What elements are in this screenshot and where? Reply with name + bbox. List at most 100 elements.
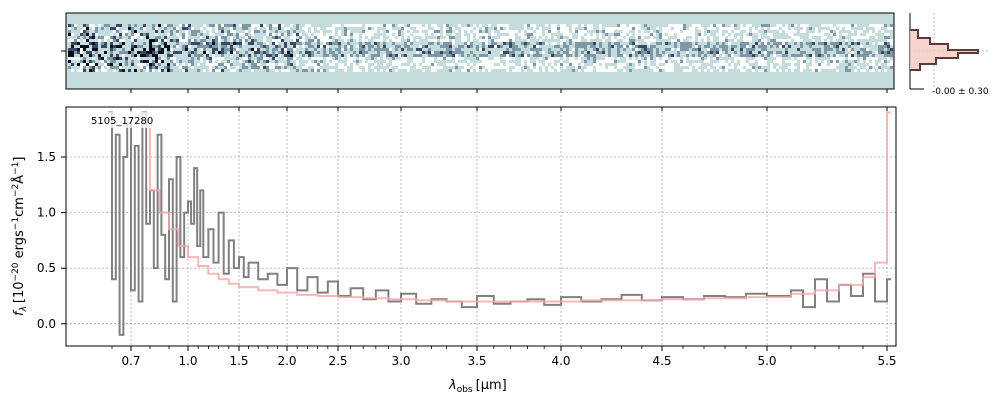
2d-spectrum-pixel [434,66,437,69]
2d-spectrum-pixel [185,69,188,72]
2d-spectrum-pixel [710,24,713,27]
2d-spectrum-pixel [272,36,275,39]
2d-spectrum-pixel [761,54,764,57]
2d-spectrum-pixel [338,45,341,48]
2d-spectrum-pixel [671,57,674,60]
2d-spectrum-pixel [653,66,656,69]
2d-spectrum-pixel [281,69,284,72]
2d-spectrum-pixel [137,45,140,48]
2d-spectrum-pixel [683,69,686,72]
2d-spectrum-pixel [665,66,668,69]
2d-spectrum-pixel [596,60,599,63]
2d-spectrum-pixel [314,36,317,39]
2d-spectrum-pixel [791,69,794,72]
2d-spectrum-pixel [95,69,98,72]
2d-spectrum-pixel [107,63,110,66]
2d-spectrum-pixel [506,30,509,33]
2d-spectrum-pixel [353,66,356,69]
2d-spectrum-pixel [659,60,662,63]
2d-spectrum-pixel [632,48,635,51]
2d-spectrum-pixel [617,48,620,51]
2d-spectrum-pixel [662,36,665,39]
2d-spectrum-pixel [308,60,311,63]
x-axis-label-unit: [μm] [476,378,507,393]
2d-spectrum-pixel [686,69,689,72]
2d-spectrum-pixel [86,33,89,36]
2d-spectrum-pixel [599,60,602,63]
2d-spectrum-pixel [503,57,506,60]
2d-spectrum-pixel [278,63,281,66]
2d-spectrum-pixel [233,27,236,30]
2d-spectrum-pixel [410,36,413,39]
2d-spectrum-pixel [503,30,506,33]
2d-spectrum-pixel [173,60,176,63]
2d-spectrum-pixel [527,33,530,36]
2d-spectrum-pixel [467,27,470,30]
2d-spectrum-pixel [431,63,434,66]
2d-spectrum-pixel [224,66,227,69]
2d-spectrum-pixel [563,30,566,33]
2d-spectrum-pixel [305,51,308,54]
2d-spectrum-pixel [761,39,764,42]
2d-spectrum-pixel [770,63,773,66]
2d-spectrum-pixel [134,54,137,57]
2d-spectrum-pixel [425,63,428,66]
2d-spectrum-pixel [134,30,137,33]
2d-spectrum-pixel [218,51,221,54]
2d-spectrum-pixel [581,30,584,33]
2d-spectrum-pixel [707,60,710,63]
2d-spectrum-pixel [119,33,122,36]
2d-spectrum-pixel [545,63,548,66]
2d-spectrum-pixel [275,66,278,69]
2d-spectrum-pixel [107,57,110,60]
2d-spectrum-pixel [320,63,323,66]
2d-spectrum-pixel [620,24,623,27]
2d-spectrum-pixel [692,57,695,60]
2d-spectrum-pixel [209,27,212,30]
2d-spectrum-pixel [329,27,332,30]
2d-spectrum-pixel [398,60,401,63]
2d-spectrum-pixel [161,39,164,42]
2d-spectrum-pixel [638,36,641,39]
2d-spectrum-pixel [329,39,332,42]
2d-spectrum-pixel [344,39,347,42]
2d-spectrum-pixel [227,42,230,45]
2d-spectrum-pixel [725,33,728,36]
2d-spectrum-pixel [275,36,278,39]
2d-spectrum-pixel [296,54,299,57]
2d-spectrum-pixel [212,33,215,36]
2d-spectrum-pixel [296,60,299,63]
2d-spectrum-pixel [80,54,83,57]
2d-spectrum-pixel [236,48,239,51]
2d-spectrum-pixel [107,36,110,39]
2d-spectrum-pixel [665,63,668,66]
2d-spectrum-pixel [596,63,599,66]
2d-spectrum-pixel [680,45,683,48]
2d-spectrum-pixel [686,42,689,45]
2d-spectrum-pixel [524,54,527,57]
2d-spectrum-pixel [461,33,464,36]
2d-spectrum-pixel [260,45,263,48]
2d-spectrum-pixel [362,48,365,51]
2d-spectrum-pixel [779,51,782,54]
2d-spectrum-pixel [458,51,461,54]
2d-spectrum-pixel [599,36,602,39]
2d-spectrum-pixel [446,30,449,33]
2d-spectrum-pixel [758,45,761,48]
2d-spectrum-pixel [662,66,665,69]
2d-spectrum-pixel [218,39,221,42]
2d-spectrum-pixel [197,69,200,72]
2d-spectrum-pixel [782,27,785,30]
2d-spectrum-pixel [344,66,347,69]
2d-spectrum-pixel [278,66,281,69]
2d-spectrum-pixel [173,27,176,30]
2d-spectrum-pixel [146,51,149,54]
2d-spectrum-pixel [716,33,719,36]
2d-spectrum-pixel [146,69,149,72]
2d-spectrum-pixel [116,30,119,33]
2d-spectrum-pixel [362,33,365,36]
2d-spectrum-pixel [221,51,224,54]
2d-spectrum-pixel [266,48,269,51]
2d-spectrum-pixel [824,51,827,54]
2d-spectrum-pixel [107,24,110,27]
